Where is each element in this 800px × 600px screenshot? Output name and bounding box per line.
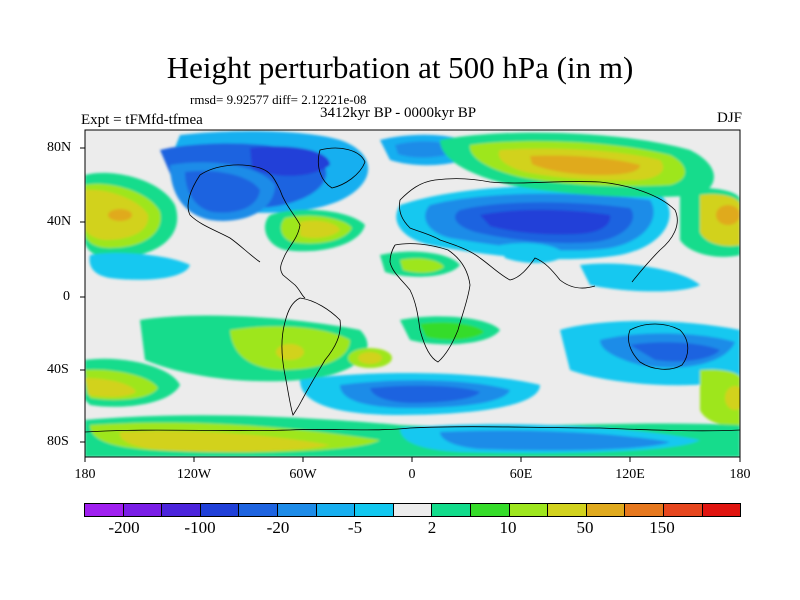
experiment-label: Expt = tFMfd-tfmea <box>81 112 203 128</box>
colorbar-swatch <box>663 504 703 516</box>
colorbar-swatch <box>393 504 433 516</box>
colorbar-frame <box>84 503 741 517</box>
colorbar-swatch <box>123 504 163 516</box>
lon-label-180e: 180 <box>729 467 751 482</box>
rmsd-diff-stats: rmsd= 9.92577 diff= 2.12221e-08 <box>190 92 367 107</box>
lat-label-0: 0 <box>63 289 70 304</box>
lat-label-80n: 80N <box>47 140 72 155</box>
lon-label-60e: 60E <box>509 467 533 482</box>
colorbar-swatch <box>162 504 201 516</box>
season-label: DJF <box>716 110 742 126</box>
colorbar-swatch <box>432 504 471 516</box>
colorbar-label: -100 <box>184 518 216 537</box>
time-period-label: 3412kyr BP - 0000kyr BP <box>320 105 477 121</box>
colorbar-label: 2 <box>427 518 437 537</box>
colorbar-swatch <box>509 504 549 516</box>
colorbar-label: 50 <box>576 518 594 537</box>
colorbar-swatch <box>239 504 278 516</box>
lon-label-120w: 120W <box>176 467 212 482</box>
colorbar <box>85 504 741 516</box>
lat-label-40s: 40S <box>47 362 69 377</box>
axis-ticks <box>80 147 741 462</box>
colorbar-swatch <box>702 504 741 516</box>
colorbar-swatch <box>470 504 510 516</box>
lon-label-0: 0 <box>408 467 416 482</box>
colorbar-swatch <box>316 504 356 516</box>
colorbar-swatch <box>85 504 124 516</box>
lat-label-80s: 80S <box>47 434 69 449</box>
colorbar-swatch <box>586 504 626 516</box>
colorbar-swatch <box>200 504 240 516</box>
colorbar-label: 150 <box>649 518 675 537</box>
colorbar-swatch <box>548 504 587 516</box>
lon-label-120e: 120E <box>615 467 645 482</box>
contour-fill-field <box>85 130 740 457</box>
lon-label-180w: 180 <box>74 467 96 482</box>
colorbar-label: 10 <box>499 518 517 537</box>
colorbar-label: -5 <box>347 518 363 537</box>
colorbar-label: -200 <box>108 518 140 537</box>
plot-title: Height perturbation at 500 hPa (in m) <box>166 50 634 85</box>
colorbar-swatch <box>355 504 394 516</box>
lon-label-60w: 60W <box>289 467 317 482</box>
colorbar-swatch <box>625 504 664 516</box>
colorbar-label: -20 <box>266 518 290 537</box>
colorbar-swatch <box>277 504 317 516</box>
lat-label-40n: 40N <box>47 214 72 229</box>
coastlines <box>85 147 740 433</box>
